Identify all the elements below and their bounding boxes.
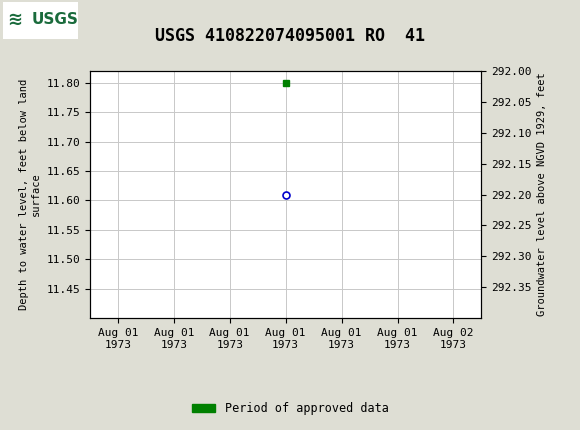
Y-axis label: Groundwater level above NGVD 1929, feet: Groundwater level above NGVD 1929, feet — [537, 73, 547, 316]
Text: USGS 410822074095001 RO  41: USGS 410822074095001 RO 41 — [155, 27, 425, 45]
Bar — [3, 2, 78, 39]
Legend: Period of approved data: Period of approved data — [187, 397, 393, 420]
Y-axis label: Depth to water level, feet below land
surface: Depth to water level, feet below land su… — [19, 79, 41, 310]
Text: ≋: ≋ — [7, 11, 22, 29]
Text: USGS: USGS — [32, 12, 79, 27]
